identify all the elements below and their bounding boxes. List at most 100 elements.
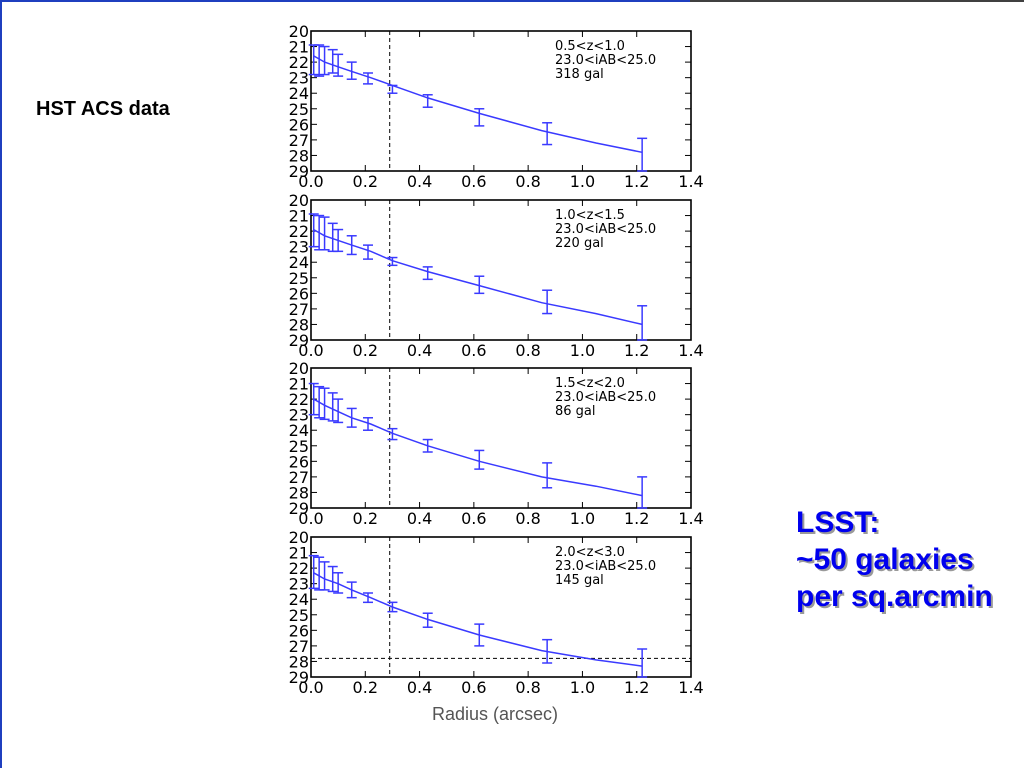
y-tick-label: 27 [289,300,309,319]
y-tick-label: 20 [289,22,309,41]
plot-frame [310,367,692,509]
error-bar [422,612,433,628]
x-tick-label: 1.4 [678,172,703,191]
legend-text: 23.0<iAB<25.0 [555,53,656,68]
legend-text: 23.0<iAB<25.0 [555,222,656,237]
legend-text: 145 gal [555,573,604,588]
error-bar [474,275,485,295]
legend-text: 23.0<iAB<25.0 [555,390,656,405]
y-tick-label: 27 [289,131,309,150]
error-bar [333,398,344,424]
x-tick-label: 1.2 [624,172,649,191]
y-tick-label: 22 [289,222,309,241]
error-bar [387,427,398,441]
error-bar [363,244,373,260]
error-bar [387,84,398,94]
x-tick-label: 1.0 [570,172,595,191]
x-tick-label: 0.4 [407,341,432,360]
y-tick-label: 20 [289,528,309,547]
y-tick-label: 29 [289,331,309,350]
error-bar [474,449,485,470]
y-tick-label: 22 [289,53,309,72]
x-axis-label: Radius (arcsec) [431,704,559,724]
error-bar [363,72,373,85]
x-tick-label: 0.2 [353,341,378,360]
x-tick-label: 1.2 [624,341,649,360]
error-bar [542,638,553,664]
error-bar [474,623,485,647]
legend-text: 23.0<iAB<25.0 [555,559,656,574]
x-tick-label: 0.4 [407,509,432,528]
x-tick-label: 0.2 [353,172,378,191]
x-tick-label: 0.0 [298,509,323,528]
x-tick-label: 1.4 [678,678,703,697]
error-bar [542,462,553,489]
error-bar [346,581,357,599]
x-tick-label: 1.4 [678,341,703,360]
legend-text: 86 gal [555,404,596,419]
y-tick-label: 28 [289,652,309,671]
y-tick-label: 21 [289,375,309,394]
lsst-note-line: ~50 galaxies [796,543,974,576]
error-bar [319,561,330,591]
error-bar [308,554,319,590]
x-tick-label: 0.8 [515,172,540,191]
error-bar [333,572,344,594]
x-tick-label: 0.0 [298,678,323,697]
error-bar [327,565,338,593]
x-tick-label: 0.6 [461,509,486,528]
lsst-note-line: per sq.arcmin [796,580,993,613]
error-bar [637,476,648,509]
y-tick-label: 29 [289,499,309,518]
y-tick-label: 29 [289,668,309,687]
error-bar [346,235,357,256]
y-tick-label: 24 [289,421,309,440]
y-tick-label: 25 [289,100,309,119]
x-tick-label: 1.2 [624,678,649,697]
x-tick-label: 1.0 [570,509,595,528]
hst-acs-label: HST ACS data [36,98,170,120]
error-bar [314,44,325,77]
x-tick-label: 0.2 [353,678,378,697]
x-tick-label: 0.8 [515,678,540,697]
x-tick-label: 0.6 [461,341,486,360]
error-bar [637,137,648,172]
plot-frame [310,536,692,678]
y-tick-label: 25 [289,269,309,288]
y-tick-label: 26 [289,284,309,303]
error-bar [637,305,648,341]
y-tick-label: 21 [289,38,309,57]
y-tick-label: 24 [289,253,309,272]
error-bar [422,94,433,108]
x-tick-label: 1.4 [678,509,703,528]
y-tick-label: 22 [289,390,309,409]
y-tick-label: 23 [289,238,309,257]
error-bar [363,417,373,431]
y-tick-label: 24 [289,84,309,103]
error-bar [319,216,330,251]
y-tick-label: 24 [289,590,309,609]
error-bar [387,601,398,613]
y-tick-label: 20 [289,191,309,210]
x-tick-label: 0.4 [407,678,432,697]
x-tick-label: 1.0 [570,341,595,360]
legend-text: 2.0<z<3.0 [555,545,625,560]
error-bar [542,289,553,315]
legend-text: 318 gal [555,67,604,82]
y-tick-label: 27 [289,637,309,656]
y-tick-label: 25 [289,606,309,625]
x-tick-label: 0.6 [461,678,486,697]
y-tick-label: 25 [289,437,309,456]
x-tick-label: 0.0 [298,341,323,360]
x-tick-label: 1.2 [624,509,649,528]
error-bar [422,266,433,281]
y-tick-label: 26 [289,115,309,134]
y-tick-label: 28 [289,315,309,334]
error-bar [327,48,338,74]
plot-frame [310,199,692,341]
